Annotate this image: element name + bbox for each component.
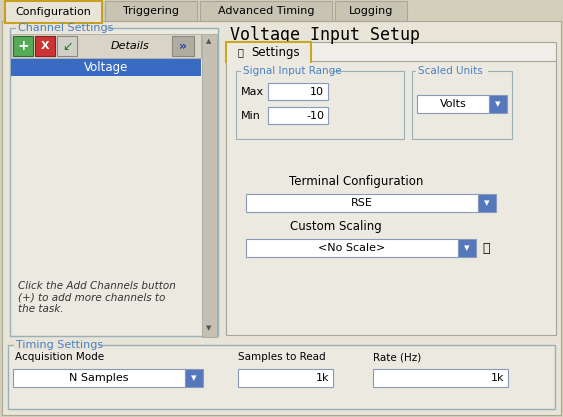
Text: +: + (17, 39, 29, 53)
Bar (57, 36, 77, 56)
Text: X: X (41, 41, 50, 51)
Text: <No Scale>: <No Scale> (318, 243, 386, 253)
Bar (412, 71, 512, 139)
Text: N Samples: N Samples (69, 373, 129, 383)
Text: Channel Settings: Channel Settings (18, 23, 113, 33)
Bar (13, 369, 185, 387)
Text: ▾: ▾ (191, 373, 197, 383)
Bar (458, 239, 476, 257)
Text: Scaled Units: Scaled Units (418, 66, 482, 76)
Text: ▼: ▼ (206, 325, 212, 331)
Text: Min: Min (241, 111, 261, 121)
Bar (489, 95, 507, 113)
Text: Configuration: Configuration (16, 7, 91, 17)
Text: Acquisition Mode: Acquisition Mode (15, 352, 104, 362)
Text: 🔧: 🔧 (482, 241, 490, 254)
Text: 📋: 📋 (237, 47, 243, 57)
Bar (172, 36, 194, 56)
Bar (246, 239, 458, 257)
Bar (200, 1, 332, 21)
Bar (11, 59, 201, 76)
Bar (14, 341, 99, 350)
Text: Timing Settings: Timing Settings (16, 340, 103, 350)
Bar (238, 369, 333, 387)
Text: Voltage: Voltage (84, 61, 128, 74)
Text: Voltage Input Setup: Voltage Input Setup (230, 26, 420, 44)
Bar (5, 1, 102, 23)
Text: Max: Max (241, 86, 264, 96)
Text: Samples to Read: Samples to Read (238, 352, 325, 362)
Text: ▾: ▾ (495, 99, 501, 109)
Bar (268, 107, 328, 124)
Bar (236, 71, 404, 139)
Bar (226, 42, 311, 62)
Text: ▾: ▾ (484, 198, 490, 208)
Text: ▲: ▲ (206, 38, 212, 44)
Text: RSE: RSE (351, 198, 373, 208)
Text: Volts: Volts (440, 99, 466, 109)
Text: ▾: ▾ (464, 243, 470, 253)
Text: Advanced Timing: Advanced Timing (218, 6, 314, 16)
Text: Custom Scaling: Custom Scaling (290, 219, 382, 233)
Text: Settings: Settings (252, 45, 300, 58)
Bar (227, 60, 310, 64)
Text: »: » (179, 40, 187, 53)
Bar (16, 24, 106, 33)
Bar (11, 34, 201, 58)
Text: -10: -10 (306, 111, 324, 121)
Bar (13, 36, 33, 56)
Bar (478, 194, 496, 212)
Text: 1k: 1k (315, 373, 329, 383)
Bar (417, 95, 489, 113)
Bar (416, 67, 488, 76)
Text: Rate (Hz): Rate (Hz) (373, 352, 421, 362)
Bar (10, 28, 218, 336)
Bar (105, 1, 197, 21)
Text: 10: 10 (310, 86, 324, 96)
Bar (202, 34, 217, 337)
Text: 1k: 1k (490, 373, 504, 383)
Bar (373, 369, 508, 387)
Bar (268, 83, 328, 100)
Text: Logging: Logging (349, 6, 393, 16)
Text: Terminal Configuration: Terminal Configuration (289, 174, 423, 188)
Bar (226, 42, 556, 334)
Text: ↙: ↙ (62, 40, 72, 53)
Bar (8, 345, 555, 409)
Bar (226, 61, 556, 335)
Bar (35, 36, 55, 56)
Text: Click the Add Channels button
(+) to add more channels to
the task.: Click the Add Channels button (+) to add… (18, 281, 176, 314)
Text: Signal Input Range: Signal Input Range (243, 66, 342, 76)
Text: Details: Details (110, 41, 149, 51)
Bar (185, 369, 203, 387)
Text: Triggering: Triggering (123, 6, 179, 16)
Bar (241, 67, 331, 76)
Bar (246, 194, 478, 212)
Bar (335, 1, 407, 21)
